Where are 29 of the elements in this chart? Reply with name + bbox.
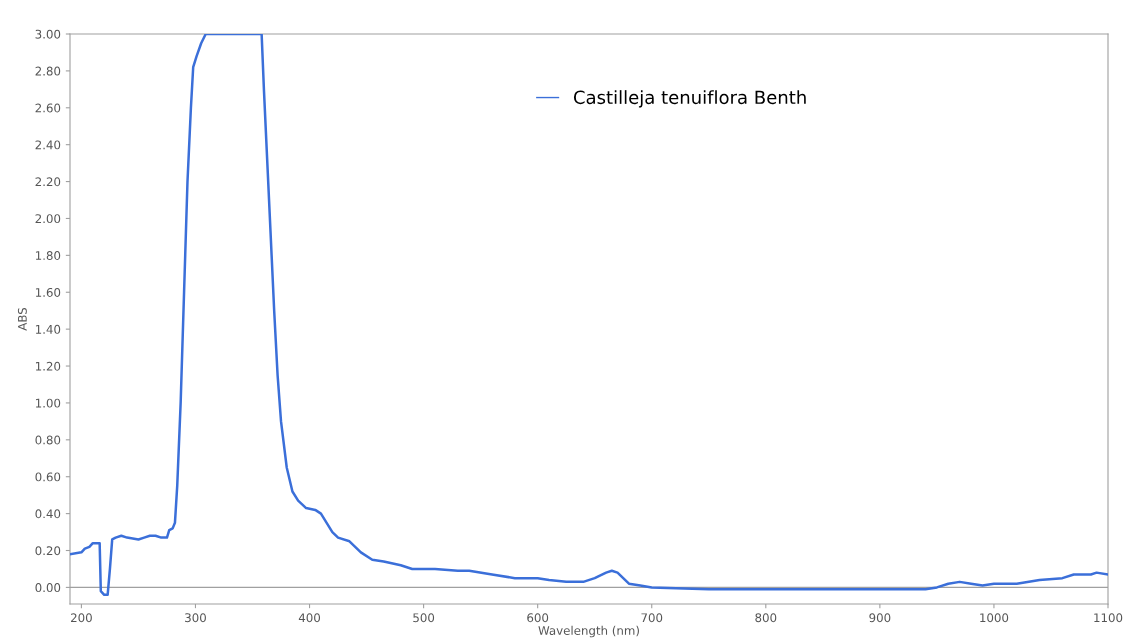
- x-tick-label: 500: [413, 613, 435, 623]
- x-tick-label: 800: [755, 613, 777, 623]
- x-tick-label: 300: [185, 613, 206, 623]
- y-tick-label: 2.80: [35, 66, 61, 76]
- legend-label: Castilleja tenuiflora Benth: [573, 90, 806, 108]
- y-tick-label: 0.00: [35, 583, 61, 593]
- y-tick-label: 1.00: [35, 398, 61, 408]
- y-tick-label: 1.60: [35, 287, 61, 297]
- x-tick-label: 1100: [1094, 613, 1123, 623]
- y-tick-label: 3.00: [35, 29, 61, 39]
- y-tick-label: 0.80: [35, 435, 61, 445]
- x-tick-label: 200: [71, 613, 92, 623]
- y-tick-label: 2.20: [35, 177, 61, 187]
- x-tick-label: 400: [298, 613, 321, 623]
- x-tick-label: 900: [869, 613, 891, 623]
- y-tick-label: 0.60: [35, 472, 61, 482]
- x-axis-title: Wavelength (nm): [538, 625, 639, 638]
- y-tick-label: 0.20: [35, 546, 61, 556]
- x-tick-label: 600: [527, 613, 549, 623]
- y-tick-label: 1.20: [35, 361, 61, 371]
- y-tick-label: 0.40: [35, 509, 61, 519]
- y-axis-title: ABS: [17, 307, 27, 331]
- x-tick-label: 700: [641, 613, 663, 623]
- y-tick-label: 1.80: [35, 251, 61, 261]
- y-tick-label: 1.40: [35, 324, 61, 334]
- y-tick-label: 2.60: [35, 103, 61, 113]
- y-tick-label: 2.00: [35, 214, 61, 224]
- x-tick-label: 1000: [980, 613, 1009, 623]
- y-tick-label: 2.40: [35, 140, 61, 150]
